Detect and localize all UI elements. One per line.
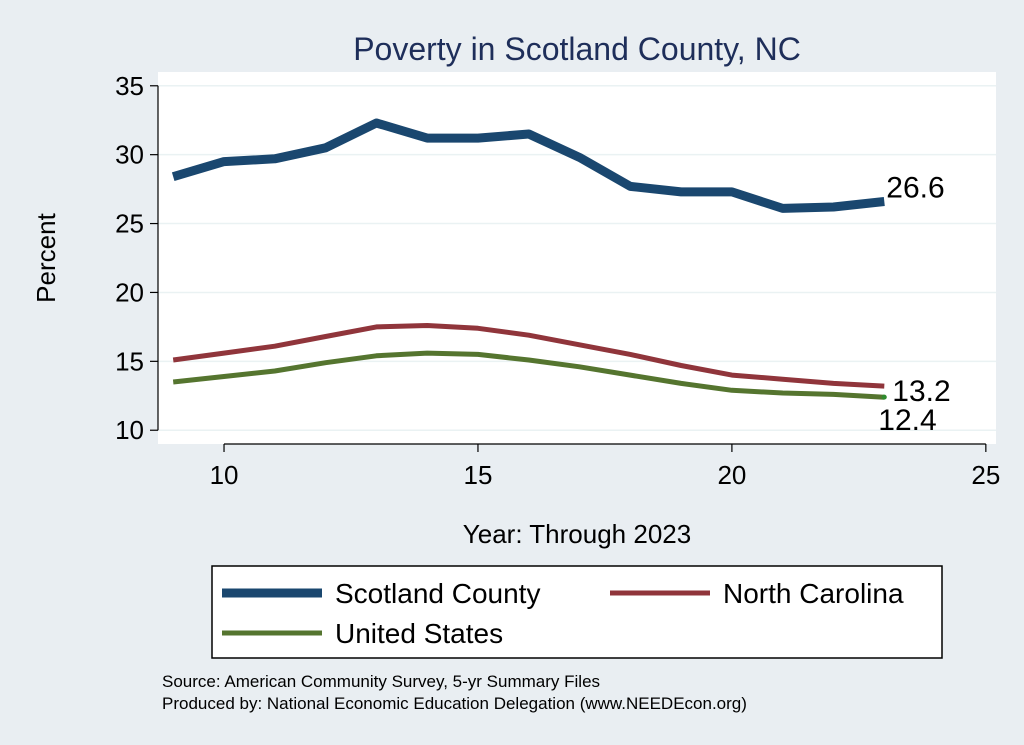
end-label-scotland-county: 26.6 (886, 172, 944, 205)
end-labels: 26.6 13.212.4 (878, 172, 950, 438)
series-lines (171, 118, 887, 400)
plot-area (158, 72, 996, 444)
legend-label-north-carolina: North Carolina (723, 578, 904, 609)
source-note: Source: American Community Survey, 5-yr … (162, 672, 600, 691)
producer-note: Produced by: National Economic Education… (162, 694, 747, 713)
legend-label-scotland-county: Scotland County (335, 578, 540, 609)
grid-lines (158, 85, 996, 431)
legend-label-united-states: United States (335, 618, 503, 649)
series-line-north-carolina (172, 323, 885, 389)
y-tick-label-10: 10 (115, 415, 144, 445)
series-end-point-united-states (881, 394, 887, 400)
chart-title: Poverty in Scotland County, NC (353, 31, 801, 67)
y-tick-label-15: 15 (115, 346, 144, 376)
legend: Scotland County North Carolina United Stat… (211, 565, 943, 659)
legend-box (211, 565, 943, 659)
y-tick-label-25: 25 (115, 209, 144, 239)
x-tick-label-10: 10 (210, 460, 239, 490)
series-line-scotland-county (171, 118, 885, 213)
axes: 10 15 20 25 30 35 10 15 20 25 (115, 71, 1000, 490)
end-label-north-carolina: 13.2 (892, 375, 950, 408)
x-tick-label-20: 20 (717, 460, 746, 490)
y-tick-label-35: 35 (115, 71, 144, 101)
x-axis-label: Year: Through 2023 (463, 519, 691, 549)
y-axis-label: Percent (31, 212, 61, 302)
y-tick-label-20: 20 (115, 277, 144, 307)
series-line-united-states (172, 350, 885, 400)
x-tick-label-25: 25 (971, 460, 1000, 490)
end-label-united-states: 12.4 (878, 404, 936, 437)
x-tick-label-15: 15 (464, 460, 493, 490)
y-tick-label-30: 30 (115, 140, 144, 170)
